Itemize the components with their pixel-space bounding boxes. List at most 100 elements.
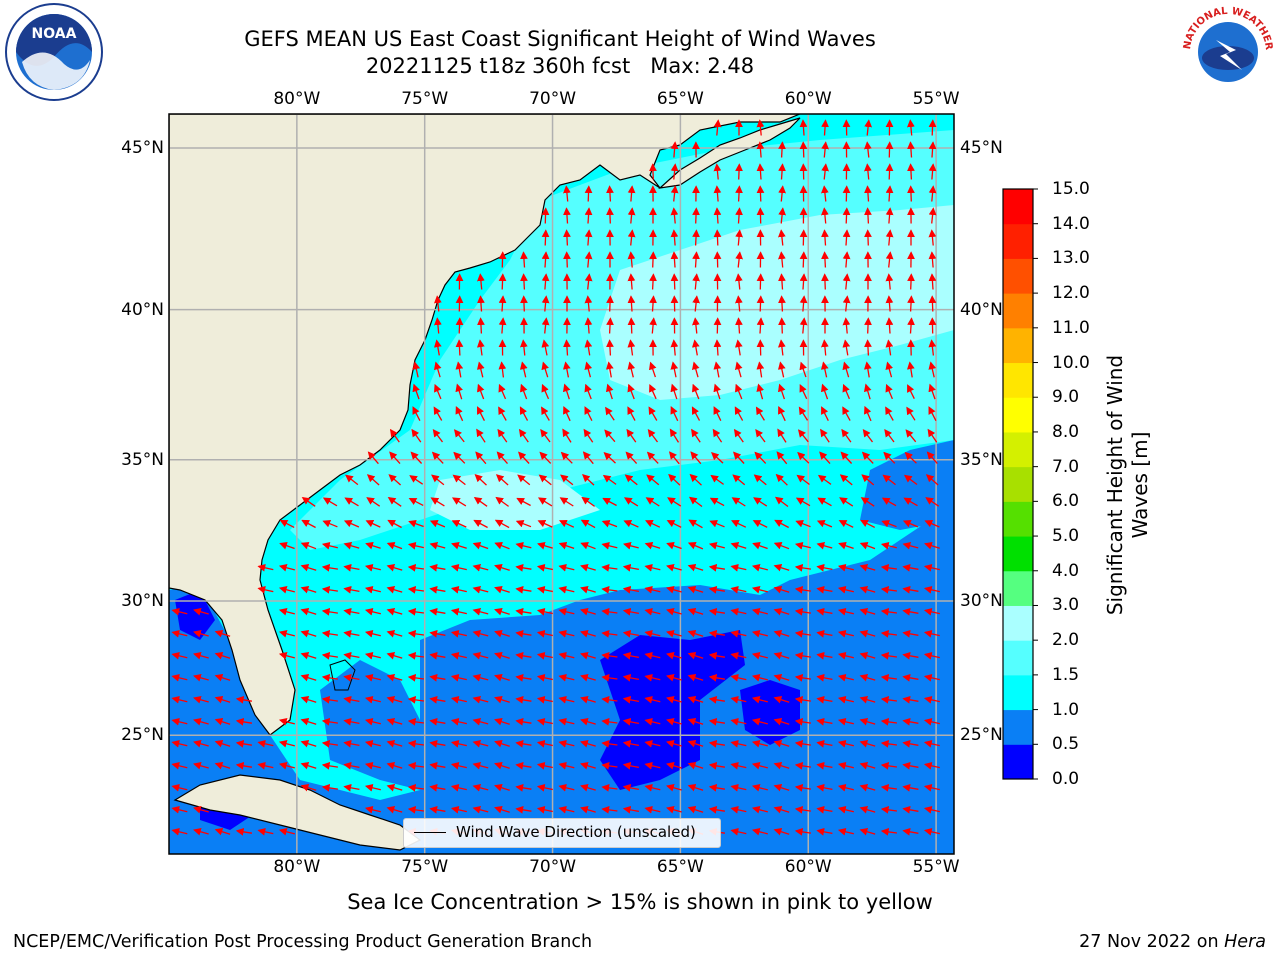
lat-tick-label-right: 45°N: [960, 137, 1003, 158]
lon-tick-label-bottom: 75°W: [401, 857, 449, 877]
direction-arrow: [881, 497, 897, 507]
direction-arrow: [816, 520, 833, 528]
direction-arrow: [880, 541, 897, 550]
direction-arrow: [541, 229, 550, 246]
direction-arrow: [536, 805, 553, 814]
direction-arrow: [713, 406, 722, 421]
direction-arrow: [472, 563, 489, 572]
direction-arrow: [520, 273, 528, 290]
direction-arrow: [837, 651, 854, 660]
direction-arrow: [408, 519, 424, 528]
direction-arrow: [386, 629, 403, 638]
wave-zone-2.0-3.0-small: [430, 470, 600, 530]
direction-arrow: [602, 474, 617, 485]
direction-arrow: [498, 317, 507, 334]
direction-arrow: [257, 739, 274, 748]
direction-arrow: [580, 673, 596, 682]
lat-tick-label-right: 25°N: [960, 725, 1003, 746]
direction-arrow: [753, 474, 767, 486]
direction-arrow: [751, 783, 768, 792]
direction-arrow: [644, 607, 661, 616]
colorbar-segment: [1003, 501, 1033, 537]
direction-arrow: [756, 163, 765, 180]
direction-arrow: [541, 273, 550, 290]
direction-arrow: [924, 541, 940, 550]
direction-arrow: [278, 607, 295, 616]
direction-arrow: [627, 185, 636, 202]
direction-arrow: [321, 739, 338, 748]
direction-arrow: [799, 361, 807, 378]
direction-arrow: [364, 695, 381, 704]
direction-arrow: [541, 406, 550, 421]
direction-arrow: [601, 696, 618, 704]
direction-arrow: [928, 273, 937, 290]
direction-arrow: [753, 497, 768, 507]
direction-arrow: [648, 361, 657, 378]
direction-arrow: [778, 339, 786, 356]
direction-arrow: [472, 651, 489, 660]
direction-arrow: [278, 761, 295, 770]
direction-arrow: [644, 739, 661, 748]
direction-arrow: [472, 673, 489, 682]
direction-arrow: [472, 783, 489, 792]
direction-arrow: [472, 585, 489, 594]
chart-title: GEFS MEAN US East Coast Significant Heig…: [160, 26, 960, 80]
direction-arrow: [343, 673, 360, 682]
direction-arrow: [494, 585, 510, 594]
direction-arrow: [515, 520, 532, 528]
direction-arrow: [751, 585, 768, 594]
direction-arrow: [622, 563, 640, 572]
direction-arrow: [648, 406, 658, 421]
direction-arrow: [498, 383, 507, 400]
lon-tick-label-bottom: 80°W: [273, 857, 321, 877]
direction-arrow: [816, 805, 833, 814]
direction-arrow: [708, 585, 726, 594]
direction-arrow: [321, 783, 338, 792]
direction-arrow: [821, 251, 829, 268]
direction-arrow: [407, 784, 424, 792]
title-line-1: GEFS MEAN US East Coast Significant Heig…: [244, 27, 876, 51]
direction-arrow: [666, 783, 682, 792]
direction-arrow: [536, 651, 553, 660]
direction-arrow: [473, 496, 488, 507]
direction-arrow: [687, 629, 704, 638]
direction-arrow: [842, 383, 850, 400]
direction-arrow: [799, 273, 808, 290]
direction-arrow: [794, 673, 811, 682]
direction-arrow: [644, 629, 661, 638]
direction-arrow: [816, 695, 833, 704]
direction-arrow: [667, 497, 682, 507]
direction-arrow: [429, 805, 446, 814]
direction-arrow: [367, 451, 379, 465]
direction-arrow: [670, 229, 679, 246]
direction-arrow: [859, 695, 876, 704]
direction-arrow: [730, 607, 747, 616]
lat-tick-label-left: 45°N: [121, 137, 164, 158]
direction-arrow: [773, 695, 790, 704]
direction-arrow: [386, 695, 403, 704]
direction-arrow: [193, 717, 209, 726]
direction-arrow: [321, 717, 338, 726]
direction-arrow: [364, 717, 381, 726]
direction-arrow: [581, 496, 595, 507]
direction-arrow: [820, 361, 829, 378]
direction-arrow: [193, 651, 209, 660]
noaa-logo-icon: NOAA: [5, 3, 103, 101]
direction-arrow: [649, 295, 657, 312]
direction-arrow: [584, 251, 593, 268]
direction-arrow: [472, 629, 489, 638]
direction-arrow: [923, 695, 940, 704]
direction-arrow: [756, 383, 764, 400]
direction-arrow: [451, 520, 467, 528]
direction-arrow: [343, 761, 360, 770]
direction-arrow: [278, 827, 295, 836]
direction-arrow: [778, 141, 786, 158]
direction-arrow: [171, 805, 188, 814]
direction-arrow: [343, 651, 360, 660]
direction-arrow: [880, 586, 897, 594]
direction-arrow: [193, 739, 209, 748]
lat-tick-label-left: 25°N: [121, 725, 164, 746]
direction-arrow: [366, 474, 380, 486]
direction-arrow: [925, 474, 939, 486]
colorbar-segment: [1003, 293, 1033, 329]
